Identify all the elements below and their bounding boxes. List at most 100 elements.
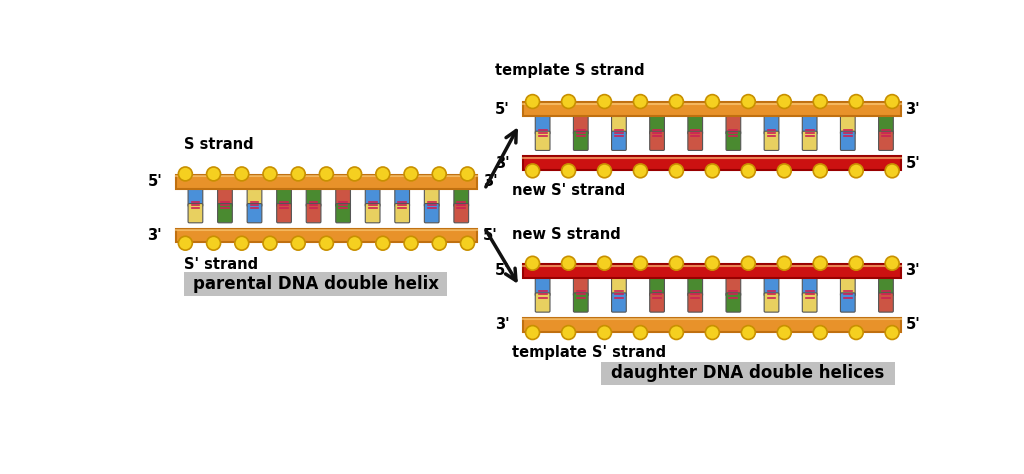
Text: 5': 5' <box>905 155 921 171</box>
Circle shape <box>741 256 756 270</box>
Circle shape <box>813 256 827 270</box>
Circle shape <box>706 256 719 270</box>
Text: S' strand: S' strand <box>183 257 258 272</box>
Circle shape <box>561 164 575 178</box>
Text: 5': 5' <box>495 102 509 117</box>
Circle shape <box>291 167 305 181</box>
FancyBboxPatch shape <box>424 187 439 207</box>
Text: 5': 5' <box>495 264 509 278</box>
Circle shape <box>741 95 756 109</box>
Circle shape <box>885 164 899 178</box>
Circle shape <box>670 326 683 339</box>
Circle shape <box>885 256 899 270</box>
Bar <box>523 156 901 170</box>
Circle shape <box>670 95 683 109</box>
Text: 5': 5' <box>147 174 162 189</box>
Circle shape <box>706 326 719 339</box>
Circle shape <box>207 167 220 181</box>
FancyBboxPatch shape <box>573 293 588 312</box>
Text: 3': 3' <box>495 155 509 171</box>
Circle shape <box>634 256 647 270</box>
Circle shape <box>461 237 474 250</box>
FancyBboxPatch shape <box>764 293 779 312</box>
Circle shape <box>319 167 334 181</box>
Circle shape <box>885 326 899 339</box>
FancyBboxPatch shape <box>726 131 740 150</box>
FancyBboxPatch shape <box>802 277 817 296</box>
FancyBboxPatch shape <box>688 115 702 134</box>
FancyBboxPatch shape <box>879 277 893 296</box>
FancyBboxPatch shape <box>395 203 410 223</box>
Circle shape <box>525 95 540 109</box>
FancyBboxPatch shape <box>764 115 779 134</box>
Circle shape <box>777 256 792 270</box>
Circle shape <box>634 326 647 339</box>
FancyBboxPatch shape <box>395 187 410 207</box>
Circle shape <box>376 167 390 181</box>
Text: template S strand: template S strand <box>495 64 644 78</box>
Circle shape <box>813 164 827 178</box>
FancyBboxPatch shape <box>217 187 232 207</box>
FancyBboxPatch shape <box>841 115 855 134</box>
Circle shape <box>597 164 611 178</box>
Circle shape <box>291 237 305 250</box>
Circle shape <box>849 256 863 270</box>
FancyBboxPatch shape <box>802 293 817 312</box>
Circle shape <box>706 164 719 178</box>
Circle shape <box>561 256 575 270</box>
FancyBboxPatch shape <box>188 187 203 207</box>
FancyBboxPatch shape <box>188 203 203 223</box>
Circle shape <box>777 164 792 178</box>
Circle shape <box>597 256 611 270</box>
Text: new S' strand: new S' strand <box>512 183 625 198</box>
FancyBboxPatch shape <box>454 187 469 207</box>
Circle shape <box>849 326 863 339</box>
Text: 3': 3' <box>483 174 498 189</box>
Circle shape <box>813 326 827 339</box>
Circle shape <box>178 237 193 250</box>
Circle shape <box>432 237 446 250</box>
FancyBboxPatch shape <box>276 203 292 223</box>
FancyBboxPatch shape <box>536 131 550 150</box>
FancyBboxPatch shape <box>601 362 895 385</box>
Circle shape <box>741 326 756 339</box>
FancyBboxPatch shape <box>764 131 779 150</box>
FancyBboxPatch shape <box>611 131 627 150</box>
Bar <box>523 318 901 332</box>
Circle shape <box>849 95 863 109</box>
Circle shape <box>404 237 418 250</box>
Text: 5': 5' <box>483 228 498 243</box>
FancyBboxPatch shape <box>536 277 550 296</box>
Bar <box>523 102 901 116</box>
FancyBboxPatch shape <box>611 293 627 312</box>
Circle shape <box>263 167 276 181</box>
Text: new S strand: new S strand <box>512 227 621 242</box>
Circle shape <box>670 164 683 178</box>
Circle shape <box>319 237 334 250</box>
FancyBboxPatch shape <box>802 131 817 150</box>
Circle shape <box>885 95 899 109</box>
FancyBboxPatch shape <box>573 115 588 134</box>
Circle shape <box>777 95 792 109</box>
Circle shape <box>178 167 193 181</box>
Circle shape <box>432 167 446 181</box>
FancyBboxPatch shape <box>366 203 380 223</box>
FancyBboxPatch shape <box>424 203 439 223</box>
Text: 5': 5' <box>905 317 921 332</box>
FancyBboxPatch shape <box>611 115 627 134</box>
Circle shape <box>706 95 719 109</box>
Circle shape <box>376 237 390 250</box>
Circle shape <box>347 237 361 250</box>
Bar <box>176 175 477 189</box>
FancyBboxPatch shape <box>841 277 855 296</box>
Circle shape <box>561 95 575 109</box>
Text: daughter DNA double helices: daughter DNA double helices <box>611 365 885 383</box>
FancyBboxPatch shape <box>726 293 740 312</box>
Circle shape <box>777 326 792 339</box>
Circle shape <box>670 256 683 270</box>
Bar <box>176 228 477 242</box>
FancyBboxPatch shape <box>688 131 702 150</box>
Circle shape <box>813 95 827 109</box>
FancyBboxPatch shape <box>611 277 627 296</box>
FancyBboxPatch shape <box>336 187 350 207</box>
